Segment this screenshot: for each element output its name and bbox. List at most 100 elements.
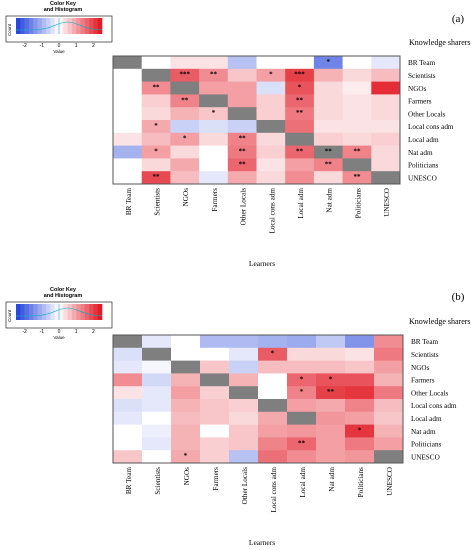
heatmap-cell xyxy=(258,424,288,438)
heatmap-cell xyxy=(345,424,375,438)
heatmap-cell xyxy=(141,132,171,146)
significance-stars: ** xyxy=(153,84,161,92)
heatmap-cell xyxy=(256,94,286,108)
color-key-tick-label: -1 xyxy=(40,43,45,49)
row-label: BR Team xyxy=(411,338,439,346)
column-label: Local cons adm xyxy=(270,467,278,513)
heatmap-cell xyxy=(227,158,257,172)
heatmap-cell xyxy=(141,145,171,159)
significance-stars: ** xyxy=(153,173,161,181)
heatmap-cell xyxy=(229,386,259,400)
heatmap-cell xyxy=(113,107,143,121)
heatmap-cell xyxy=(256,68,286,82)
heatmap-cell xyxy=(316,424,346,438)
heatmap-cell xyxy=(141,94,171,108)
significance-stars: * xyxy=(212,109,216,117)
heatmap-cell xyxy=(199,56,229,70)
color-key-swatch xyxy=(54,18,60,34)
heatmap-cell xyxy=(258,450,288,464)
significance-stars: * xyxy=(329,375,333,383)
significance-stars: ** xyxy=(325,160,333,168)
heatmap-cell xyxy=(345,386,375,400)
color-key-title: and Histogram xyxy=(44,293,83,299)
color-key-swatch xyxy=(59,18,64,34)
column-label: Local adm xyxy=(299,467,307,498)
heatmap-cell xyxy=(200,399,230,413)
heatmap-cell xyxy=(113,347,143,361)
heatmap-cell xyxy=(371,158,401,172)
significance-stars: ** xyxy=(239,135,247,143)
heatmap-cell xyxy=(287,437,317,451)
heatmap-cell xyxy=(227,145,257,159)
heatmap-cell xyxy=(287,373,317,387)
heatmap-cell xyxy=(287,386,317,400)
heatmap-cell xyxy=(113,373,143,387)
heatmap-cell xyxy=(313,132,343,146)
heatmap-cell xyxy=(287,424,317,438)
color-key-tick-label: 1 xyxy=(75,329,78,335)
heatmap-cell xyxy=(313,120,343,134)
row-label: Farmers xyxy=(408,98,432,106)
color-key-swatch xyxy=(16,304,21,320)
color-key-swatch xyxy=(33,304,38,320)
heatmap-cell xyxy=(285,120,315,134)
heatmap-cell xyxy=(256,132,286,146)
heatmap-cell xyxy=(256,107,286,121)
heatmap-cell xyxy=(342,145,372,159)
significance-stars: *** xyxy=(180,71,191,79)
color-key-tick-label: -1 xyxy=(40,329,45,335)
color-key-swatch xyxy=(67,304,73,320)
heatmap-cell xyxy=(171,335,201,349)
heatmap-cell xyxy=(342,171,372,185)
heatmap-cell xyxy=(374,386,404,400)
significance-stars: ** xyxy=(239,160,247,168)
heatmap-cell xyxy=(256,158,286,172)
column-label: Local adm xyxy=(297,188,305,219)
column-label: Local cons adm xyxy=(268,188,276,234)
heatmap-cell xyxy=(113,56,143,70)
color-key-tick-label: 1 xyxy=(75,43,78,49)
heatmap-cell xyxy=(345,450,375,464)
heatmap-cell xyxy=(170,107,200,121)
column-label: Scientists xyxy=(154,467,162,495)
heatmap-cell xyxy=(142,450,172,464)
heatmap-cell xyxy=(342,158,372,172)
heatmap-cell xyxy=(258,347,288,361)
column-label: UNESCO xyxy=(383,188,391,217)
heatmap-cell xyxy=(256,56,286,70)
heatmap-cell xyxy=(170,145,200,159)
heatmap-cell xyxy=(287,360,317,374)
row-label: Politicians xyxy=(411,441,442,449)
heatmap-cell xyxy=(170,171,200,185)
heatmap-cell xyxy=(199,68,229,82)
heatmap-cell xyxy=(141,68,171,82)
heatmap-cell xyxy=(141,107,171,121)
heatmap-cell xyxy=(316,386,346,400)
heatmap-cell xyxy=(113,120,143,134)
significance-stars: ** xyxy=(353,173,361,181)
heatmap-cell xyxy=(342,81,372,95)
row-label: Local adm xyxy=(411,415,442,423)
color-key-tick-label: 0 xyxy=(58,43,61,49)
significance-stars: * xyxy=(300,375,304,383)
heatmap-cell xyxy=(345,373,375,387)
color-key-swatch xyxy=(28,18,34,34)
heatmap-cell xyxy=(313,158,343,172)
x-axis-title: Learners xyxy=(249,259,275,268)
row-label: Other Locals xyxy=(411,389,449,397)
heatmap-cell xyxy=(113,68,143,82)
heatmap-cell xyxy=(313,145,343,159)
heatmap-cell xyxy=(227,56,257,70)
heatmap-cell xyxy=(229,347,259,361)
color-key-tick-label: 2 xyxy=(92,329,95,335)
heatmap-cell xyxy=(142,411,172,425)
heatmap-cell xyxy=(113,94,143,108)
row-label: UNESCO xyxy=(411,453,440,461)
heatmap-cell xyxy=(229,360,259,374)
x-axis-title: Learners xyxy=(249,538,275,547)
color-key-swatch xyxy=(76,304,81,320)
heatmap-cell xyxy=(342,120,372,134)
heatmap-cell xyxy=(200,437,230,451)
heatmap-cell xyxy=(171,450,201,464)
